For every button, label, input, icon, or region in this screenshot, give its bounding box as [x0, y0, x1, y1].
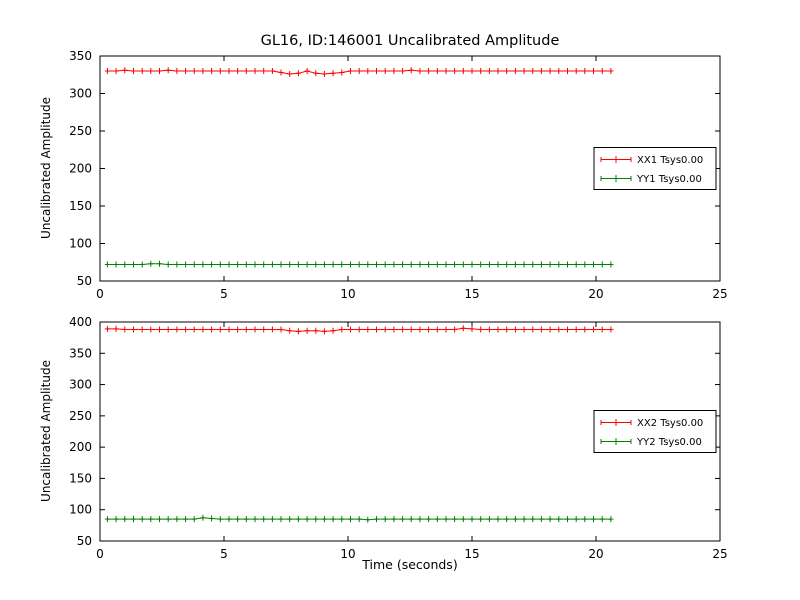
x-tick-label: 15 — [464, 547, 479, 561]
axes-frame — [99, 321, 721, 542]
x-tick-label: 10 — [340, 287, 355, 301]
x-tick-label: 20 — [588, 547, 603, 561]
legend-label: XX2 Tsys0.00 — [637, 418, 703, 429]
y-tick-label: 200 — [69, 440, 92, 454]
y-tick-label: 350 — [69, 49, 92, 63]
y-tick-label: 250 — [69, 124, 92, 138]
x-tick-label: 0 — [96, 287, 104, 301]
y-tick-label: 300 — [69, 378, 92, 392]
series-markers-XX1 — [104, 67, 614, 77]
series-markers-YY1 — [104, 260, 614, 268]
legend-label: YY2 Tsys0.00 — [636, 437, 702, 448]
chart-title: GL16, ID:146001 Uncalibrated Amplitude — [260, 33, 560, 49]
y-tick-label: 350 — [69, 346, 92, 360]
x-tick-label: 15 — [464, 287, 479, 301]
y-tick-label: 150 — [69, 471, 92, 485]
x-tick-label: 0 — [96, 547, 104, 561]
x-tick-label: 25 — [712, 547, 727, 561]
x-tick-label: 10 — [340, 547, 355, 561]
legend-box — [593, 147, 717, 190]
y-tick-label: 50 — [77, 274, 92, 288]
y-tick-label: 300 — [69, 87, 92, 101]
y-tick-label: 200 — [69, 162, 92, 176]
y-tick-label: 400 — [69, 315, 92, 329]
y-tick-label: 100 — [69, 237, 92, 251]
x-tick-label: 20 — [588, 287, 603, 301]
y-tick-label: 250 — [69, 409, 92, 423]
legend-label: YY1 Tsys0.00 — [636, 174, 702, 185]
y-tick-label: 100 — [69, 503, 92, 517]
x-tick-label: 5 — [220, 287, 228, 301]
x-tick-label: 25 — [712, 287, 727, 301]
x-tick-label: 5 — [220, 547, 228, 561]
series-markers-YY2 — [104, 514, 614, 523]
x-axis-label: Time (seconds) — [362, 557, 458, 572]
series-markers-XX2 — [104, 325, 614, 335]
y-tick-label: 150 — [69, 199, 92, 213]
legend-box — [593, 410, 717, 453]
y-tick-label: 50 — [77, 534, 92, 548]
legend-label: XX1 Tsys0.00 — [637, 155, 703, 166]
